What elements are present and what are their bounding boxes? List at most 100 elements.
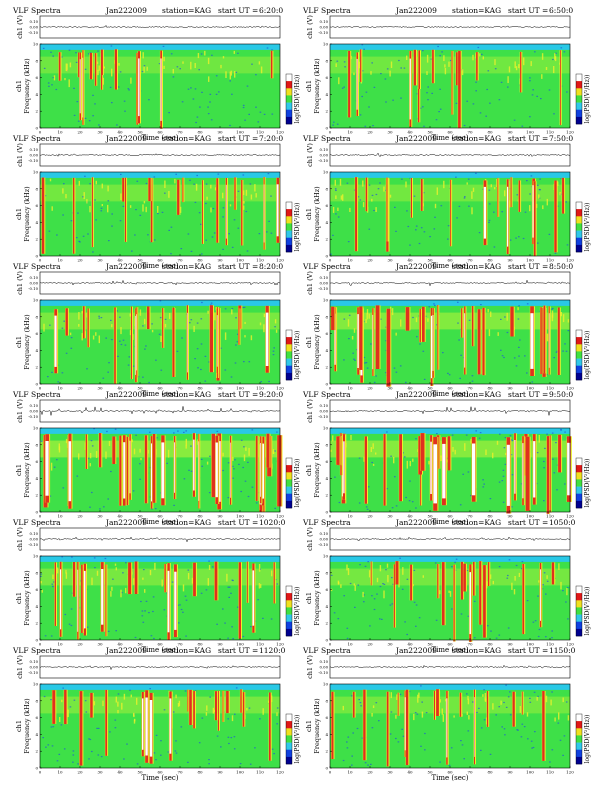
panel-date: Jan222009 — [105, 518, 147, 527]
band-speck — [133, 578, 135, 585]
noise-speck — [198, 742, 201, 744]
noise-speck — [201, 253, 203, 255]
band-speck — [421, 711, 424, 718]
band-speck — [276, 712, 278, 717]
noise-speck — [86, 368, 88, 370]
trace-tick-label: -0.10 — [318, 670, 328, 675]
band-speck — [214, 187, 217, 191]
noise-speck — [414, 712, 417, 714]
noise-speck — [529, 80, 531, 82]
time-tick-label: 80 — [487, 386, 493, 391]
colorbar-segment — [576, 365, 582, 374]
band-speck — [243, 454, 246, 462]
noise-speck — [155, 734, 158, 736]
noise-speck — [122, 205, 125, 207]
noise-speck — [567, 618, 569, 620]
noise-speck — [227, 586, 230, 588]
noise-speck — [556, 489, 558, 491]
noise-speck — [541, 588, 544, 590]
time-tick-label: 60 — [157, 258, 163, 263]
noise-speck — [111, 102, 113, 104]
noise-speck — [108, 240, 110, 242]
noise-speck — [177, 430, 179, 432]
panel-heading: VLF Spectra — [302, 646, 351, 655]
noise-speck — [121, 592, 123, 594]
colorbar-segment — [286, 209, 292, 217]
noise-speck — [447, 372, 449, 374]
noise-speck — [359, 702, 362, 704]
freq-tick-label: 10 — [33, 170, 39, 175]
band-speck — [65, 572, 68, 579]
band-speck — [513, 589, 516, 595]
noise-speck — [210, 119, 213, 121]
sferic-burst — [363, 689, 366, 761]
band-speck — [115, 696, 117, 703]
colorbar-segment — [576, 95, 582, 103]
band-speck — [41, 589, 43, 593]
band-speck — [263, 324, 265, 333]
spectrogram-channel-label: ch1 — [15, 592, 23, 604]
band-speck — [163, 65, 165, 69]
noise-speck — [185, 635, 187, 637]
colorbar-segment — [286, 351, 292, 359]
noise-speck — [439, 761, 441, 763]
sferic-burst — [94, 53, 97, 86]
noise-speck — [544, 447, 546, 449]
noise-speck — [164, 192, 166, 194]
trace-tick-label: -0.10 — [28, 158, 38, 163]
noise-speck — [537, 635, 540, 638]
time-tick-label: 10 — [57, 258, 63, 263]
ch1-waveform — [329, 536, 570, 542]
freq-tick-label: 2 — [325, 237, 328, 242]
band-speck — [154, 562, 156, 570]
noise-speck — [259, 111, 262, 113]
noise-speck — [204, 380, 207, 382]
noise-speck — [268, 380, 270, 383]
panel-heading: VLF Spectra — [302, 518, 351, 527]
sferic-burst — [375, 305, 380, 369]
noise-speck — [56, 234, 58, 236]
noise-speck — [536, 95, 538, 97]
colorbar-segment — [576, 74, 582, 82]
noise-speck — [411, 501, 414, 503]
time-tick-label: 10 — [347, 770, 353, 775]
noise-speck — [162, 45, 165, 47]
noise-speck — [358, 457, 361, 459]
noise-speck — [148, 612, 150, 614]
noise-speck — [51, 371, 53, 373]
spectrogram-ylabel: Frequency (kHz) — [313, 314, 321, 370]
noise-speck — [274, 450, 276, 452]
time-tick-label: 40 — [117, 386, 123, 391]
band-speck — [118, 63, 120, 66]
noise-speck — [63, 748, 66, 750]
freq-tick-label: 2 — [35, 493, 38, 498]
noise-speck — [95, 219, 97, 221]
noise-speck — [234, 459, 236, 461]
band-speck — [353, 72, 355, 76]
noise-speck — [542, 584, 544, 586]
noise-speck — [257, 599, 259, 601]
noise-speck — [529, 697, 531, 699]
band-speck — [121, 702, 123, 710]
noise-speck — [82, 235, 85, 237]
band-speck — [335, 63, 337, 67]
ch1-waveform — [39, 536, 281, 543]
band-speck — [541, 74, 543, 79]
ch1-waveform — [329, 664, 571, 669]
band-speck — [231, 309, 233, 315]
band-speck — [560, 581, 562, 590]
time-tick-label: 70 — [177, 642, 183, 647]
trace-ylabel: ch1 (V) — [16, 143, 24, 167]
noise-speck — [356, 727, 359, 730]
vlf-panel: VLF Spectra Jan222009 station=KAG start UT … — [12, 262, 301, 398]
time-tick-label: 50 — [137, 770, 143, 775]
band-speck — [56, 567, 59, 574]
noise-speck — [379, 585, 382, 588]
colorbar-frame — [575, 713, 583, 765]
noise-speck — [175, 173, 177, 175]
band-speck — [65, 194, 67, 199]
noise-speck — [87, 457, 90, 460]
sferic-core — [507, 186, 509, 247]
trace-tick-label: 0.10 — [30, 147, 39, 152]
spectrogram-emission-band — [40, 312, 280, 330]
